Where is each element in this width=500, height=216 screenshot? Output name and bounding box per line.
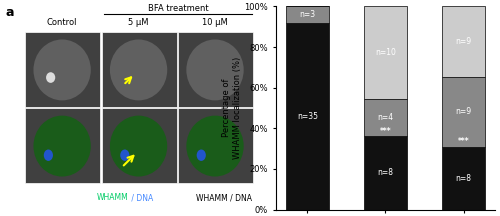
- Bar: [442, 77, 485, 147]
- Bar: [364, 136, 407, 210]
- FancyBboxPatch shape: [178, 32, 253, 107]
- Text: WHAMM / DNA: WHAMM / DNA: [196, 193, 252, 202]
- Text: a: a: [5, 6, 14, 19]
- Text: ***: ***: [380, 127, 391, 136]
- Bar: [364, 99, 407, 136]
- FancyBboxPatch shape: [25, 108, 101, 183]
- Text: n=10: n=10: [375, 48, 396, 57]
- Text: 10 μM: 10 μM: [202, 18, 228, 27]
- FancyBboxPatch shape: [178, 108, 253, 183]
- Ellipse shape: [120, 149, 130, 161]
- Ellipse shape: [186, 116, 244, 176]
- Text: BFA treatment: BFA treatment: [148, 4, 208, 13]
- Bar: [286, 6, 329, 22]
- FancyBboxPatch shape: [25, 32, 101, 107]
- Ellipse shape: [186, 40, 244, 100]
- Y-axis label: Percentage of
WHAMM localization (%): Percentage of WHAMM localization (%): [222, 57, 242, 159]
- Ellipse shape: [110, 116, 167, 176]
- Ellipse shape: [34, 40, 91, 100]
- Ellipse shape: [34, 116, 91, 176]
- Text: n=8: n=8: [456, 174, 471, 183]
- Text: Control: Control: [47, 18, 78, 27]
- Text: n=9: n=9: [456, 107, 471, 116]
- Ellipse shape: [46, 72, 55, 83]
- FancyBboxPatch shape: [102, 108, 177, 183]
- Ellipse shape: [196, 149, 206, 161]
- Text: n=35: n=35: [297, 111, 318, 121]
- Bar: [286, 22, 329, 210]
- Bar: [442, 147, 485, 210]
- Text: WHAMM: WHAMM: [96, 193, 128, 202]
- Bar: [442, 6, 485, 77]
- Text: n=3: n=3: [299, 10, 316, 19]
- FancyBboxPatch shape: [102, 32, 177, 107]
- Text: / DNA: / DNA: [128, 193, 153, 202]
- Text: ***: ***: [458, 137, 469, 146]
- Text: 5 μM: 5 μM: [128, 18, 149, 27]
- Text: n=4: n=4: [378, 113, 394, 122]
- Text: n=8: n=8: [378, 168, 394, 177]
- Ellipse shape: [44, 149, 53, 161]
- Text: n=9: n=9: [456, 37, 471, 46]
- Bar: [364, 6, 407, 99]
- Ellipse shape: [110, 40, 167, 100]
